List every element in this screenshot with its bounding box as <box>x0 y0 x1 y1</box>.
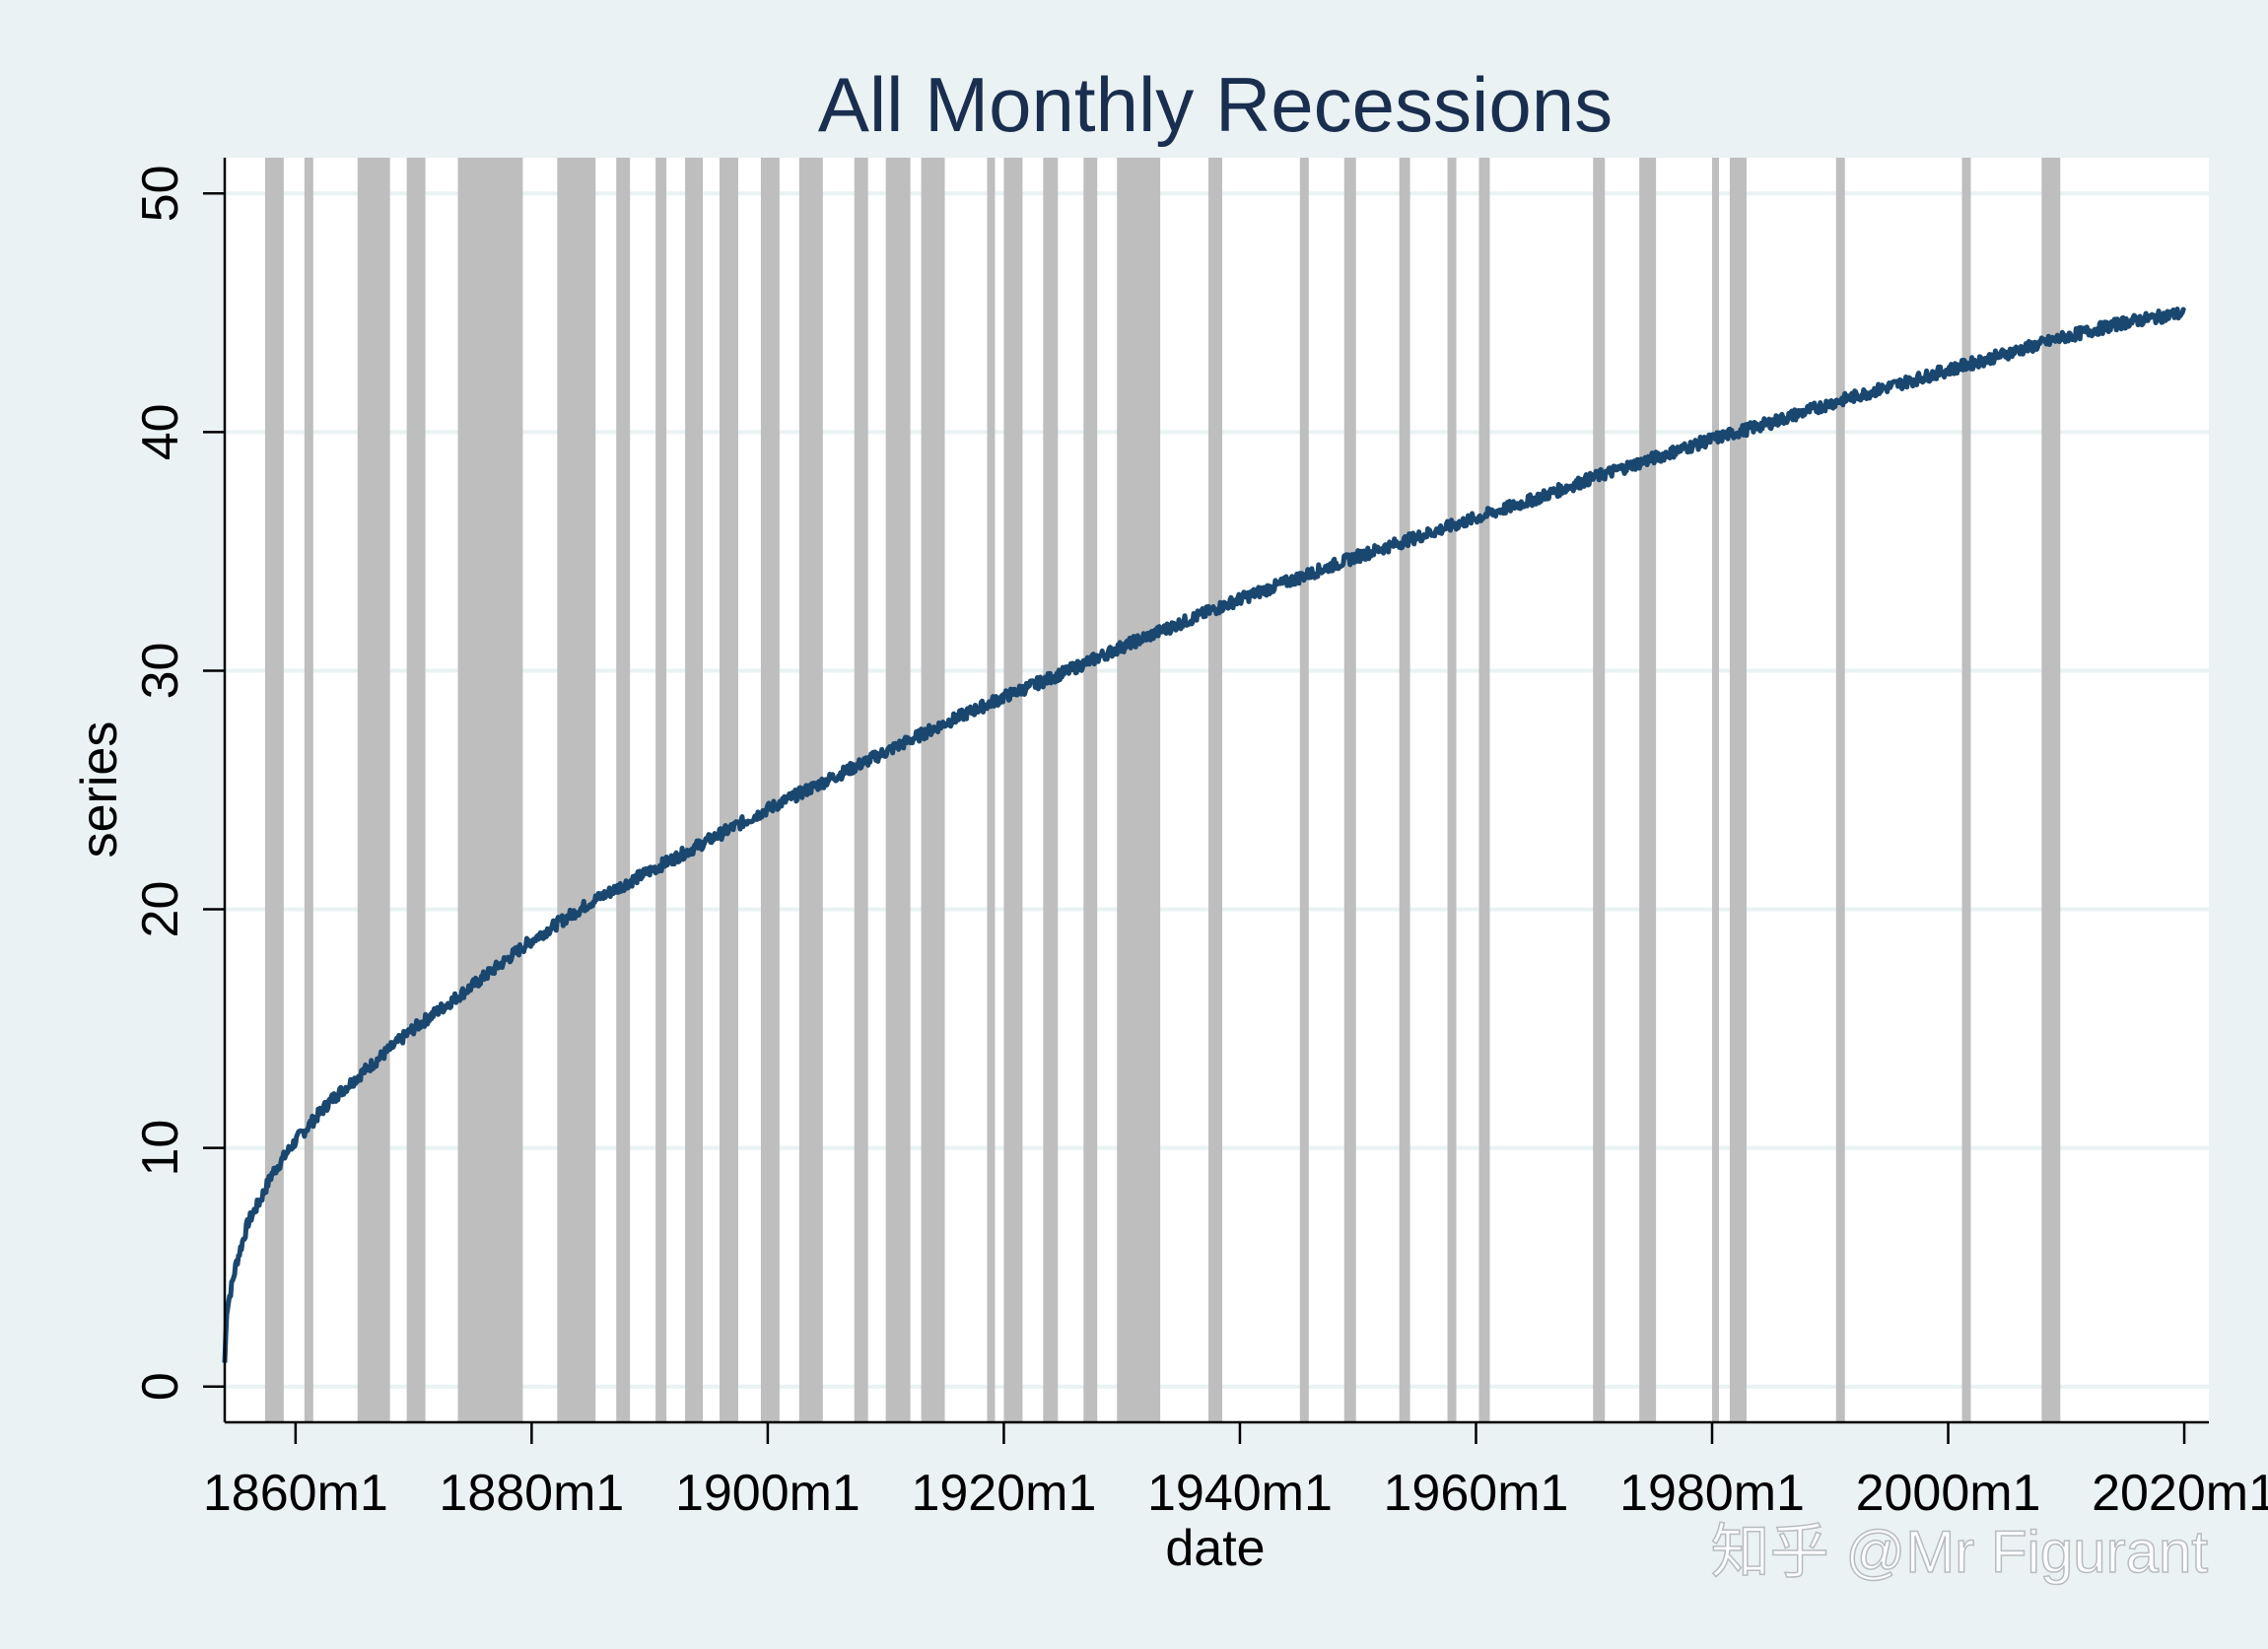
recession-band <box>1299 158 1309 1422</box>
recession-band <box>987 158 996 1422</box>
x-tick-label: 1940m1 <box>1147 1465 1333 1522</box>
recession-band <box>457 158 523 1422</box>
x-tick-label: 2020m1 <box>2092 1465 2268 1522</box>
recession-band <box>1593 158 1606 1422</box>
recession-band <box>357 158 390 1422</box>
recession-band <box>2041 158 2061 1422</box>
chart-title: All Monthly Recessions <box>818 61 1613 148</box>
recession-band <box>1961 158 1971 1422</box>
recession-band <box>921 158 945 1422</box>
watermark-text: 知乎 @Mr Figurant <box>1711 1519 2209 1585</box>
recession-band <box>720 158 738 1422</box>
recession-band <box>264 158 284 1422</box>
recession-band <box>1343 158 1356 1422</box>
recession-band <box>1083 158 1098 1422</box>
y-tick-label: 30 <box>132 643 189 700</box>
recession-band <box>557 158 596 1422</box>
recession-bands <box>264 158 2061 1422</box>
recession-band <box>854 158 868 1422</box>
x-axis-label: date <box>1165 1520 1265 1577</box>
series-line <box>222 307 2187 1363</box>
recession-band <box>1043 158 1059 1422</box>
recession-band <box>655 158 667 1422</box>
recession-band <box>1399 158 1410 1422</box>
x-tick-label: 2000m1 <box>1856 1465 2041 1522</box>
y-tick-label: 10 <box>132 1120 189 1177</box>
recession-band <box>1712 158 1719 1422</box>
x-tick-label: 1900m1 <box>675 1465 860 1522</box>
y-tick-label: 0 <box>132 1372 189 1401</box>
recession-band <box>1003 158 1023 1422</box>
x-tick-label: 1980m1 <box>1619 1465 1805 1522</box>
recession-band <box>760 158 780 1422</box>
recession-band <box>1729 158 1747 1422</box>
recession-band <box>1117 158 1161 1422</box>
x-tick-label: 1960m1 <box>1384 1465 1569 1522</box>
x-tick-label: 1920m1 <box>911 1465 1096 1522</box>
recession-band <box>616 158 631 1422</box>
recession-band <box>1447 158 1457 1422</box>
x-tick-label: 1880m1 <box>439 1465 624 1522</box>
recession-band <box>406 158 426 1422</box>
recession-band <box>885 158 911 1422</box>
y-tick-label: 50 <box>132 165 189 222</box>
recession-band <box>304 158 313 1422</box>
recession-band <box>1639 158 1657 1422</box>
recession-band <box>1208 158 1222 1422</box>
x-tick-label: 1860m1 <box>203 1465 388 1522</box>
series-line-layer <box>222 307 2187 1363</box>
recession-band <box>1835 158 1845 1422</box>
y-axis-label: series <box>71 721 128 859</box>
recession-band <box>1478 158 1490 1422</box>
recession-band <box>685 158 704 1422</box>
y-tick-label: 20 <box>132 881 189 938</box>
axes: 0 10 20 30 40 50 1860m1 1880m1 1900m1 1920m1 1940m… <box>132 158 2268 1522</box>
y-tick-label: 40 <box>132 403 189 460</box>
